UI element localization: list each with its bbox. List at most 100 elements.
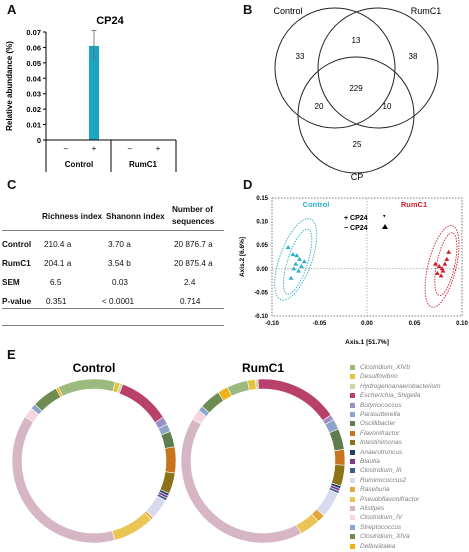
scatter-point (291, 266, 297, 271)
donut-title-rumc1: RumC1 (242, 361, 284, 375)
legend-item: Flavonifractor (350, 429, 468, 439)
venn-circle-cp (297, 56, 415, 174)
legend-label: Clostridium_III (360, 467, 402, 475)
venn-count-rumc1-only: 38 (409, 52, 418, 61)
legend-swatch (350, 543, 355, 549)
legend-item: Hydrogenoanaerobacterium (350, 382, 468, 392)
legend-label: Intestinimonas (360, 439, 402, 447)
y-tick-label: 0.04 (26, 74, 41, 83)
tick-label: – (128, 144, 133, 153)
legend-label: Anaerotruncus (360, 448, 403, 456)
donut-slice (57, 378, 116, 397)
legend-item: Defluviitalea (350, 542, 468, 552)
table-header: Number of (172, 205, 213, 214)
venn-label-control: Control (273, 6, 302, 16)
table-cell: 210.4 a (44, 240, 72, 249)
legend-item: Clostridium_IV (350, 513, 468, 523)
scatter-point (296, 268, 302, 273)
y-tick-label: -0.05 (254, 290, 268, 296)
ellipse-control (274, 218, 318, 301)
scatter-point (301, 259, 307, 264)
legend-minus: − CP24 (344, 225, 368, 232)
y-axis-label: Axis.2 [6.6%] (239, 237, 246, 277)
y-tick-label: 0.07 (26, 28, 41, 37)
table-cell: 204.1 a (44, 259, 72, 268)
table-rule (2, 308, 224, 309)
tick-label: + (156, 144, 161, 153)
scatter-point (442, 261, 448, 266)
row-label: SEM (2, 278, 20, 287)
legend-label: Flavonifractor (360, 429, 400, 437)
y-tick-label: 0.05 (256, 243, 268, 249)
table-rule (2, 230, 224, 231)
table-row: RumC1 204.1 a 3.54 b 20 875.4 a (2, 259, 224, 271)
tick-label: + (92, 144, 97, 153)
ellipse-control (283, 228, 313, 295)
table-cell: 20 876.7 a (174, 240, 213, 249)
panel-label-b: B (243, 2, 253, 17)
row-label: Control (2, 240, 32, 249)
y-tick-label: 0.10 (256, 220, 268, 226)
ellipse-rumc1 (434, 232, 458, 296)
table-cell: 0.351 (46, 297, 67, 306)
table-cell: 3.54 b (108, 259, 131, 268)
legend-item: Clostridium_XlVa (350, 532, 468, 542)
legend-swatch (350, 402, 355, 408)
legend-label: Clostridium_XlVa (360, 533, 410, 541)
legend-item: Ruminococcus2 (350, 476, 468, 486)
group-label-rumc1: RumC1 (401, 200, 427, 209)
pcoa-scatter: -0.10 -0.05 0.00 0.05 0.10 0.15 0.10 0.05 0.00 -0… (239, 196, 468, 346)
legend-label: Pseudoflavonifractor (360, 495, 420, 503)
y-tick-label: 0.03 (26, 90, 41, 99)
y-tick-label: -0.10 (254, 314, 268, 320)
donut-slice (328, 428, 345, 452)
donut-slice (257, 378, 332, 422)
table-cell: 6.5 (50, 278, 62, 287)
legend-plus: + CP24 (344, 215, 368, 222)
legend-label: Hydrogenoanaerobacterium (360, 382, 441, 390)
legend-swatch (350, 383, 355, 389)
legend-label: Desulfovibrio (360, 373, 398, 381)
bar-chart-cp24: CP24 Relative abundance (%) 0 0.01 0.02 0.0… (5, 15, 177, 172)
legend-swatch (350, 524, 355, 530)
donut-slice (180, 418, 302, 544)
scatter-point (434, 271, 440, 276)
venn-label-cp: CP (351, 172, 364, 180)
scatter-point (438, 273, 444, 278)
legend-swatch (350, 534, 355, 540)
legend-item: Butyricicoccus (350, 401, 468, 411)
ellipse-rumc1 (424, 225, 460, 308)
table-cell: < 0.0001 (102, 297, 135, 306)
venn-count-cp-only: 25 (353, 140, 362, 149)
legend-swatch (350, 440, 355, 446)
legend-label: Oscillibacter (360, 420, 396, 428)
donut-slice (34, 387, 62, 412)
table-cell: 3.70 a (108, 240, 131, 249)
scatter-point (285, 245, 291, 250)
genus-donut-charts: Control RumC1 (11, 361, 346, 544)
legend-swatch (350, 374, 355, 380)
legend-label: Raseburia (360, 486, 390, 494)
table-header: Richness index (42, 212, 103, 221)
legend-label: Clostridium_IV (360, 514, 403, 522)
legend-swatch (350, 393, 355, 399)
donut-slice (111, 512, 152, 541)
row-label: P-value (2, 297, 32, 306)
x-axis-label: Axis.1 [51.7%] (345, 339, 389, 346)
table-header: Shanonn index (106, 212, 165, 221)
legend-item: Raseburia (350, 485, 468, 495)
table-row: Control 210.4 a 3.70 a 20 876.7 a (2, 240, 224, 252)
venn-count-all: 229 (349, 84, 363, 93)
legend-item: Parasutterella (350, 410, 468, 420)
scatter-point (298, 263, 304, 268)
scatter-point (294, 253, 300, 258)
table-row: P-value 0.351 < 0.0001 0.714 (2, 297, 224, 309)
legend-item: Clostridium_III (350, 466, 468, 476)
legend-item: Desulfovibrio (350, 372, 468, 382)
venn-count-control-only: 33 (296, 52, 305, 61)
x-tick-label: -0.05 (313, 321, 327, 327)
legend-item: Intestinimonas (350, 438, 468, 448)
y-tick-label: 0.05 (26, 59, 41, 68)
scatter-point (444, 256, 450, 261)
group-label: Control (65, 160, 93, 169)
